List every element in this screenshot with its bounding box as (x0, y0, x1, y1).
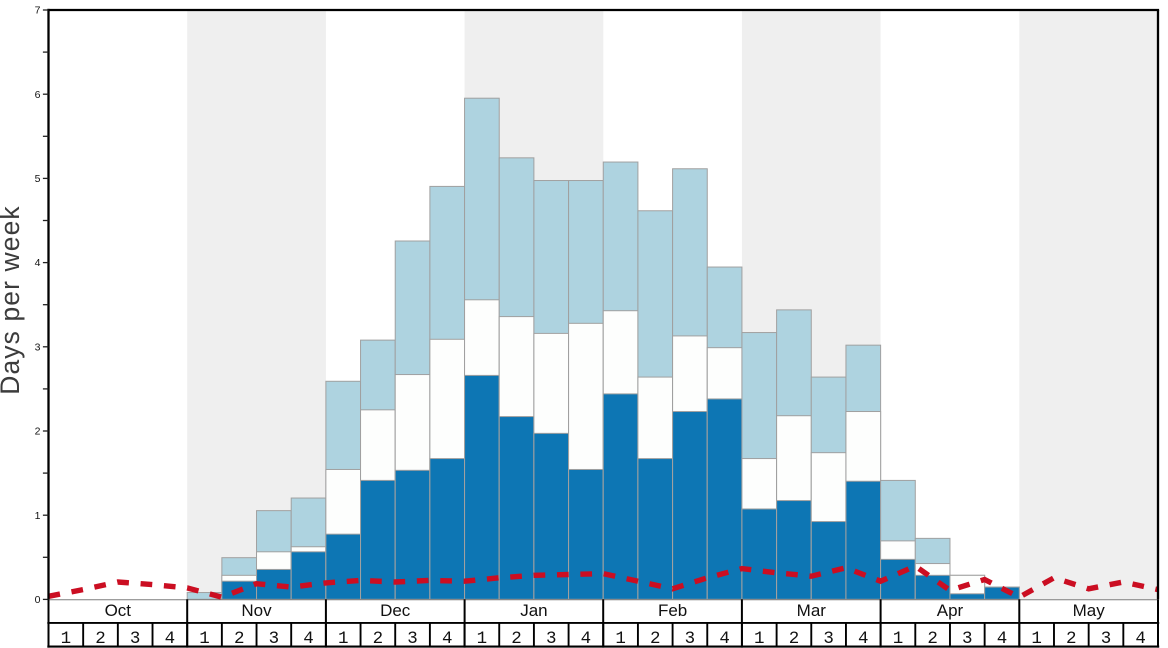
svg-text:4: 4 (581, 629, 592, 648)
svg-text:Jan: Jan (520, 601, 547, 620)
svg-text:4: 4 (303, 629, 314, 648)
svg-text:2: 2 (373, 629, 384, 648)
svg-text:2: 2 (1066, 629, 1077, 648)
svg-text:May: May (1073, 601, 1106, 620)
svg-text:3: 3 (1101, 629, 1112, 648)
svg-text:4: 4 (35, 257, 41, 269)
svg-text:4: 4 (1135, 629, 1146, 648)
svg-text:4: 4 (997, 629, 1008, 648)
svg-text:2: 2 (511, 629, 522, 648)
svg-text:1: 1 (1031, 629, 1042, 648)
svg-text:Mar: Mar (797, 601, 827, 620)
svg-text:4: 4 (719, 629, 730, 648)
svg-text:1: 1 (615, 629, 626, 648)
svg-text:3: 3 (269, 629, 280, 648)
svg-text:1: 1 (477, 629, 488, 648)
svg-text:1: 1 (893, 629, 904, 648)
svg-text:4: 4 (858, 629, 869, 648)
svg-text:3: 3 (962, 629, 973, 648)
svg-text:Apr: Apr (937, 601, 964, 620)
svg-text:3: 3 (130, 629, 141, 648)
svg-text:3: 3 (823, 629, 834, 648)
svg-text:4: 4 (165, 629, 176, 648)
svg-text:3: 3 (35, 341, 41, 353)
svg-text:Days per week: Days per week (0, 205, 25, 395)
svg-text:1: 1 (199, 629, 210, 648)
svg-text:2: 2 (789, 629, 800, 648)
svg-text:6: 6 (35, 89, 41, 101)
svg-text:1: 1 (61, 629, 72, 648)
svg-text:1: 1 (754, 629, 765, 648)
svg-text:Feb: Feb (658, 601, 687, 620)
svg-text:Nov: Nov (241, 601, 272, 620)
svg-text:0: 0 (35, 594, 41, 606)
svg-text:2: 2 (234, 629, 245, 648)
svg-text:1: 1 (338, 629, 349, 648)
svg-text:3: 3 (546, 629, 557, 648)
svg-text:Dec: Dec (380, 601, 411, 620)
svg-text:2: 2 (927, 629, 938, 648)
svg-text:1: 1 (35, 510, 41, 522)
svg-text:2: 2 (650, 629, 661, 648)
svg-text:5: 5 (35, 173, 41, 185)
svg-text:Oct: Oct (105, 601, 132, 620)
svg-text:2: 2 (95, 629, 106, 648)
svg-text:2: 2 (35, 426, 41, 438)
svg-text:3: 3 (685, 629, 696, 648)
svg-text:7: 7 (35, 5, 41, 17)
svg-text:4: 4 (442, 629, 453, 648)
svg-text:3: 3 (407, 629, 418, 648)
